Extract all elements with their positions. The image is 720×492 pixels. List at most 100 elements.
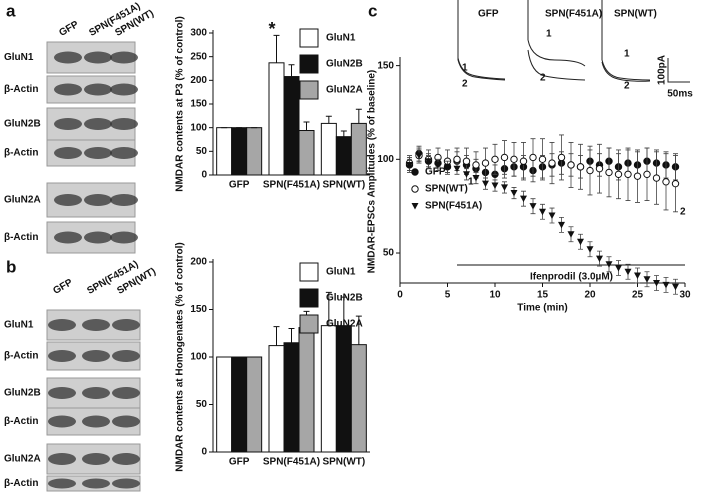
panel-label: a xyxy=(6,1,16,20)
band xyxy=(84,147,112,159)
bar xyxy=(216,356,233,453)
trace-marker: 1 xyxy=(468,177,474,188)
x-tick-label: 30 xyxy=(679,290,691,301)
marker xyxy=(653,280,660,287)
band xyxy=(54,231,82,244)
legend-label: GluN2B xyxy=(326,59,363,70)
legend-marker xyxy=(411,168,419,176)
error-bar xyxy=(340,296,347,326)
band xyxy=(110,51,138,64)
marker xyxy=(529,203,537,210)
lane-label: GFP xyxy=(57,19,81,39)
marker xyxy=(491,155,499,164)
bar xyxy=(231,356,248,453)
row-label: GluN1 xyxy=(4,52,34,63)
legend-label: GluN2A xyxy=(326,319,363,330)
x-tick-label: GFP xyxy=(229,457,250,468)
band xyxy=(82,478,110,489)
legend-marker xyxy=(411,203,419,210)
band xyxy=(54,51,82,64)
marker xyxy=(558,221,565,229)
y-tick-label: 0 xyxy=(201,447,207,458)
band xyxy=(82,387,110,399)
marker xyxy=(510,155,518,164)
marker xyxy=(510,190,518,197)
bar xyxy=(231,127,248,176)
marker xyxy=(415,152,423,160)
band xyxy=(110,83,138,96)
band xyxy=(84,231,112,244)
marker xyxy=(500,153,509,162)
marker xyxy=(643,170,651,179)
bar xyxy=(298,130,315,176)
marker xyxy=(453,165,461,173)
band xyxy=(84,118,112,130)
y-tick-label: 200 xyxy=(190,257,207,268)
x-tick-label: GFP xyxy=(229,180,250,191)
legend-swatch xyxy=(299,28,319,48)
band xyxy=(48,350,76,362)
row-label: β-Actin xyxy=(4,84,38,95)
band xyxy=(112,415,140,428)
band xyxy=(110,147,138,159)
bar xyxy=(283,342,300,453)
marker xyxy=(472,175,480,182)
legend-swatch xyxy=(299,288,319,308)
row-label: GluN2A xyxy=(4,454,41,465)
marker xyxy=(624,268,632,276)
trace-marker: 2 xyxy=(462,79,468,90)
marker xyxy=(444,163,451,171)
marker xyxy=(434,161,442,169)
y-axis-label: NMDAR contents at P3 (% of control) xyxy=(175,16,186,192)
marker xyxy=(634,272,641,280)
x-tick-label: SPN(F451A) xyxy=(263,457,320,468)
marker xyxy=(557,153,566,162)
legend-label: GFP xyxy=(425,167,446,178)
significance: * xyxy=(268,19,275,39)
trace-title: SPN(WT) xyxy=(614,9,657,20)
bar xyxy=(350,344,367,453)
band xyxy=(48,453,76,465)
marker xyxy=(567,231,575,238)
traces xyxy=(457,0,690,83)
y-tick-label: 50 xyxy=(196,146,208,157)
marker xyxy=(453,155,461,164)
band xyxy=(110,194,138,206)
band xyxy=(84,194,112,206)
x-tick-label: SPN(WT) xyxy=(322,457,365,468)
band xyxy=(54,194,82,206)
marker xyxy=(615,265,622,272)
error-bar xyxy=(288,328,295,343)
bar xyxy=(246,127,263,176)
x-tick-label: 20 xyxy=(584,290,596,301)
trace-title: SPN(F451A) xyxy=(545,9,602,20)
marker xyxy=(605,261,613,268)
band xyxy=(48,415,76,428)
y-tick-label: 150 xyxy=(190,304,207,315)
bar xyxy=(298,327,315,453)
error-bar xyxy=(273,34,280,63)
legend-label: GluN1 xyxy=(326,33,356,44)
marker xyxy=(652,174,661,182)
trace-marker: 2 xyxy=(680,207,686,218)
band xyxy=(84,51,112,64)
marker xyxy=(548,212,556,220)
bar xyxy=(283,76,300,176)
band xyxy=(82,453,110,465)
y-tick-label: 250 xyxy=(190,51,207,62)
marker xyxy=(481,159,490,167)
legend-label: SPN(F451A) xyxy=(425,201,482,212)
y-tick-label: 0 xyxy=(201,170,207,181)
y-tick-label: 300 xyxy=(190,28,207,39)
marker xyxy=(586,246,594,253)
band xyxy=(110,118,138,130)
y-axis-label: NMDAR-EPSCs Amplitudes (% of baseline) xyxy=(367,70,378,274)
row-label: GluN2B xyxy=(4,119,41,130)
panel-label: b xyxy=(6,257,16,276)
bar xyxy=(335,325,352,453)
marker xyxy=(548,159,556,167)
marker xyxy=(462,157,471,165)
y-tick-label: 50 xyxy=(196,399,208,410)
annotation: Ifenprodil (3.0µM) xyxy=(530,272,613,283)
band xyxy=(110,231,138,244)
